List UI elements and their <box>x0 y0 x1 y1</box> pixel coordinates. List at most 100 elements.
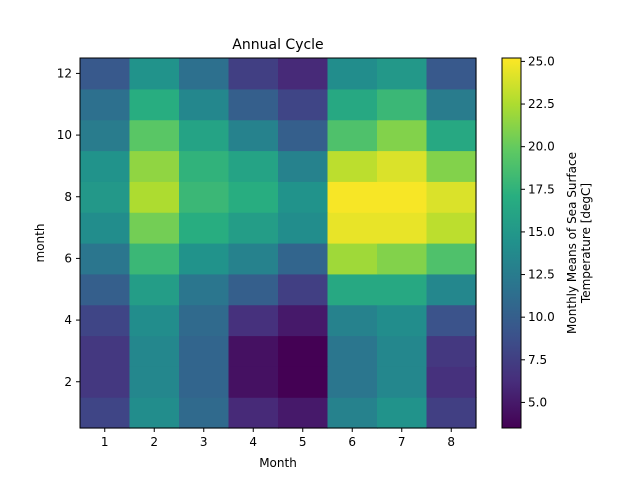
heatmap-cell <box>426 212 477 244</box>
colorbar-ticks: 5.0 7.5 10.0 12.5 15.0 17.5 20.0 22.5 25.0 <box>521 54 555 409</box>
heatmap-cell <box>278 58 329 90</box>
heatmap-cell <box>179 397 230 429</box>
heatmap-cell <box>426 273 477 306</box>
heatmap-cell <box>426 181 477 213</box>
y-tick-label: 12 <box>57 66 72 80</box>
colorbar-tick-label: 10.0 <box>528 310 555 324</box>
heatmap-cell <box>327 150 378 182</box>
heatmap-cell <box>426 397 477 429</box>
heatmap-cell <box>129 150 180 182</box>
heatmap-cell <box>179 212 230 244</box>
y-tick-label: 8 <box>64 190 72 204</box>
chart-title: Annual Cycle <box>232 37 323 53</box>
heatmap-cell <box>278 181 329 213</box>
heatmap-cell <box>228 212 279 244</box>
heatmap-cell <box>377 366 428 398</box>
heatmap-cell <box>228 58 279 90</box>
heatmap-cell <box>228 335 279 367</box>
heatmap-cell <box>80 150 131 182</box>
x-tick-label: 7 <box>398 435 406 449</box>
colorbar-label-line2: Temperature [degC] <box>579 183 593 304</box>
heatmap-cell <box>377 243 428 275</box>
heatmap-cell <box>80 335 131 367</box>
heatmap-cell <box>327 304 378 337</box>
heatmap-cell <box>129 181 180 213</box>
heatmap-cell <box>426 366 477 398</box>
heatmap-cell <box>179 273 230 306</box>
heatmap-cell <box>179 58 230 90</box>
heatmap-cell <box>426 58 477 90</box>
x-tick-label: 3 <box>200 435 208 449</box>
heatmap-cell <box>327 366 378 398</box>
heatmap-cell <box>179 119 230 152</box>
colorbar-tick-label: 17.5 <box>528 182 555 196</box>
heatmap-cell <box>129 397 180 429</box>
heatmap-cell <box>327 212 378 244</box>
heatmap-cell <box>278 304 329 337</box>
colorbar <box>501 57 522 429</box>
heatmap-cell <box>327 243 378 275</box>
heatmap-cell <box>278 397 329 429</box>
heatmap-cell <box>327 273 378 306</box>
heatmap-cell <box>377 58 428 90</box>
heatmap-cell <box>179 88 230 121</box>
heatmap-cell <box>278 273 329 306</box>
x-tick-label: 1 <box>101 435 109 449</box>
y-axis-label: month <box>33 224 47 263</box>
heatmap-cell <box>426 88 477 121</box>
heatmap-cell <box>80 119 131 152</box>
heatmap-cell <box>179 366 230 398</box>
y-tick-label: 4 <box>64 313 72 327</box>
colorbar-tick-label: 7.5 <box>528 353 547 367</box>
heatmap-cell <box>179 181 230 213</box>
heatmap-cell <box>228 88 279 121</box>
heatmap-cell <box>179 150 230 182</box>
heatmap-cell <box>327 181 378 213</box>
colorbar-tick-label: 5.0 <box>528 395 547 409</box>
heatmap-cell <box>377 181 428 213</box>
heatmap-cell <box>426 243 477 275</box>
x-tick-label: 2 <box>150 435 158 449</box>
y-axis-ticks: 2 4 6 8 10 12 <box>57 66 80 389</box>
heatmap-cell <box>377 119 428 152</box>
y-tick-label: 2 <box>64 375 72 389</box>
y-tick-label: 6 <box>64 251 72 265</box>
heatmap-cell <box>278 243 329 275</box>
heatmap-cell <box>327 58 378 90</box>
heatmap-cell <box>80 366 131 398</box>
heatmap-cell <box>129 58 180 90</box>
heatmap-cell <box>327 397 378 429</box>
heatmap-cell <box>228 119 279 152</box>
heatmap-cell <box>80 304 131 337</box>
heatmap-cell <box>228 273 279 306</box>
heatmap-cell <box>426 119 477 152</box>
colorbar-tick-label: 15.0 <box>528 225 555 239</box>
x-tick-label: 6 <box>348 435 356 449</box>
heatmap-cell <box>327 88 378 121</box>
colorbar-label: Monthly Means of Sea Surface Temperature… <box>565 152 593 334</box>
heatmap-cell <box>129 243 180 275</box>
heatmap-cell <box>179 335 230 367</box>
colorbar-label-line1: Monthly Means of Sea Surface <box>565 152 579 334</box>
heatmap-cell <box>129 335 180 367</box>
heatmap-cell <box>129 212 180 244</box>
heatmap-cell <box>377 88 428 121</box>
heatmap-cell <box>377 273 428 306</box>
heatmap-cell <box>278 88 329 121</box>
heatmap-cell <box>228 397 279 429</box>
heatmap-cell <box>228 150 279 182</box>
heatmap-cell <box>278 119 329 152</box>
heatmap-cell <box>426 335 477 367</box>
x-tick-label: 8 <box>447 435 455 449</box>
heatmap-cell <box>80 58 131 90</box>
heatmap-cell <box>278 212 329 244</box>
heatmap-cell <box>179 243 230 275</box>
heatmap-cell <box>80 273 131 306</box>
heatmap-cell <box>80 212 131 244</box>
heatmap-cell <box>80 243 131 275</box>
heatmap-cell <box>377 335 428 367</box>
heatmap-cell <box>228 304 279 337</box>
heatmap-cell <box>278 335 329 367</box>
heatmap-cell <box>80 397 131 429</box>
